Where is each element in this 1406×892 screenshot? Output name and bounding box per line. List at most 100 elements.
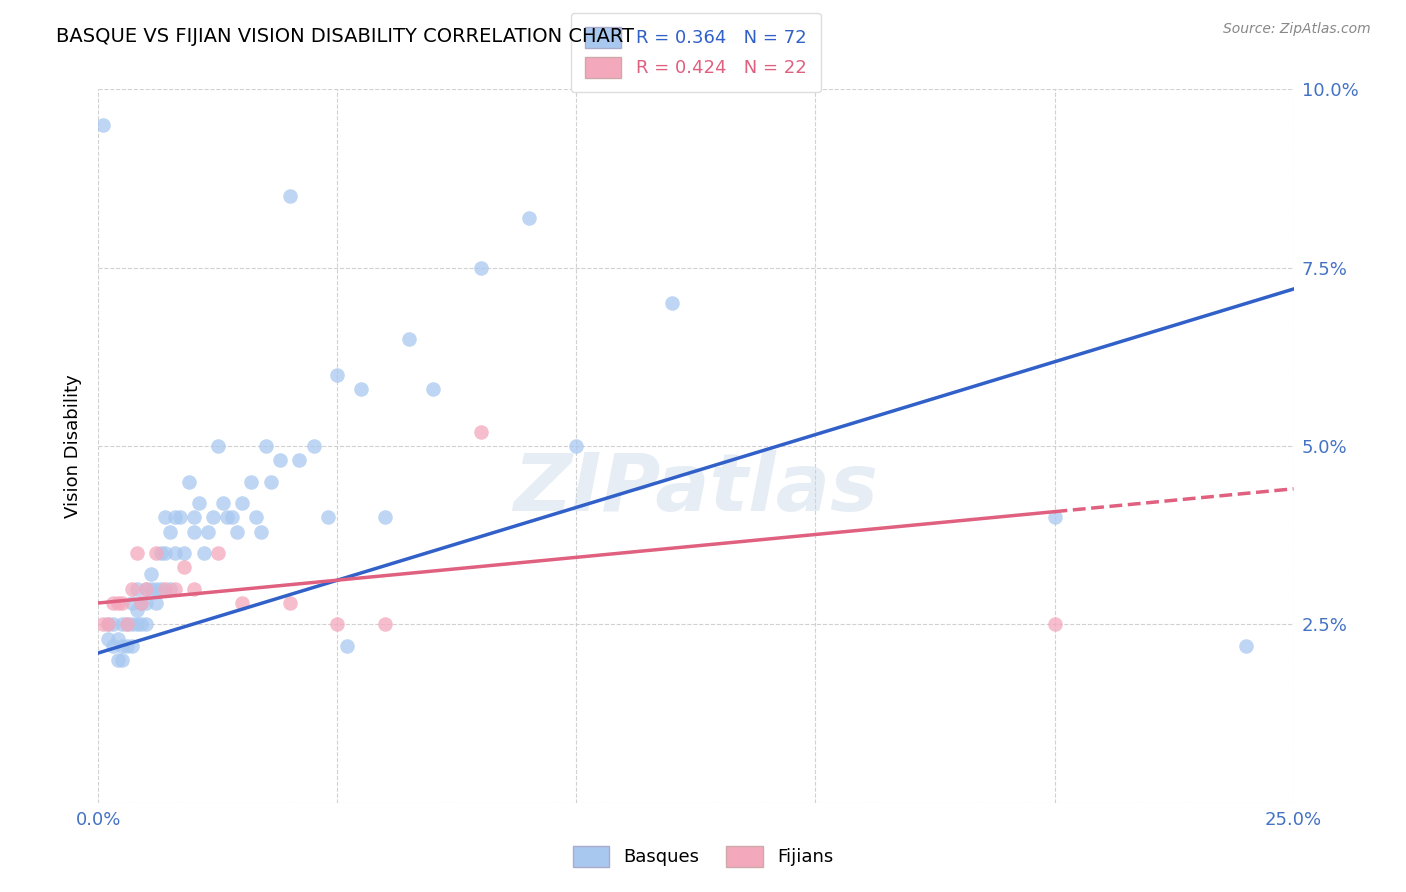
Point <box>278 189 301 203</box>
Point <box>111 639 134 653</box>
Point <box>250 524 273 539</box>
Point <box>422 382 444 396</box>
Point <box>187 496 209 510</box>
Point <box>131 596 153 610</box>
Point <box>159 582 181 596</box>
Point <box>240 475 263 489</box>
Point <box>101 639 124 653</box>
Point <box>139 582 162 596</box>
Point <box>135 596 157 610</box>
Point <box>231 596 253 610</box>
Point <box>202 510 225 524</box>
Point <box>131 617 153 632</box>
Point <box>269 453 291 467</box>
Point <box>517 211 540 225</box>
Point <box>101 596 124 610</box>
Point <box>207 546 229 560</box>
Point <box>125 603 148 617</box>
Point <box>155 582 177 596</box>
Point <box>183 510 205 524</box>
Text: Source: ZipAtlas.com: Source: ZipAtlas.com <box>1223 22 1371 37</box>
Point <box>316 510 339 524</box>
Point <box>135 617 157 632</box>
Point <box>107 596 129 610</box>
Point <box>125 546 148 560</box>
Point <box>326 617 349 632</box>
Point <box>173 546 195 560</box>
Point <box>121 582 143 596</box>
Point <box>1043 617 1066 632</box>
Point <box>211 496 233 510</box>
Point <box>197 524 219 539</box>
Point <box>115 617 138 632</box>
Point <box>139 567 162 582</box>
Point <box>131 596 153 610</box>
Point <box>565 439 588 453</box>
Point <box>163 546 186 560</box>
Point <box>107 632 129 646</box>
Legend: Basques, Fijians: Basques, Fijians <box>565 838 841 874</box>
Point <box>326 368 349 382</box>
Point <box>111 596 134 610</box>
Point <box>135 582 157 596</box>
Point <box>91 118 114 132</box>
Point <box>163 582 186 596</box>
Point <box>302 439 325 453</box>
Point <box>217 510 239 524</box>
Point <box>155 510 177 524</box>
Point <box>207 439 229 453</box>
Point <box>107 653 129 667</box>
Point <box>145 596 167 610</box>
Point <box>179 475 201 489</box>
Point <box>1234 639 1257 653</box>
Point <box>97 632 120 646</box>
Point <box>111 617 134 632</box>
Point <box>145 582 167 596</box>
Point <box>159 524 181 539</box>
Point <box>155 546 177 560</box>
Point <box>470 425 492 439</box>
Point <box>125 617 148 632</box>
Point <box>125 582 148 596</box>
Point <box>245 510 267 524</box>
Point <box>226 524 249 539</box>
Point <box>149 582 172 596</box>
Legend: R = 0.364   N = 72, R = 0.424   N = 22: R = 0.364 N = 72, R = 0.424 N = 22 <box>571 12 821 92</box>
Point <box>259 475 281 489</box>
Point <box>336 639 359 653</box>
Point <box>173 560 195 574</box>
Point <box>135 582 157 596</box>
Point <box>221 510 243 524</box>
Point <box>398 332 420 346</box>
Point <box>169 510 191 524</box>
Point <box>193 546 215 560</box>
Text: BASQUE VS FIJIAN VISION DISABILITY CORRELATION CHART: BASQUE VS FIJIAN VISION DISABILITY CORRE… <box>56 27 634 45</box>
Point <box>470 260 492 275</box>
Point <box>254 439 277 453</box>
Point <box>183 524 205 539</box>
Point <box>101 617 124 632</box>
Point <box>163 510 186 524</box>
Point <box>149 546 172 560</box>
Point <box>121 639 143 653</box>
Point <box>661 296 683 310</box>
Point <box>288 453 311 467</box>
Point <box>115 617 138 632</box>
Point <box>97 617 120 632</box>
Y-axis label: Vision Disability: Vision Disability <box>63 374 82 518</box>
Point <box>278 596 301 610</box>
Point <box>350 382 373 396</box>
Point <box>97 617 120 632</box>
Point <box>91 617 114 632</box>
Point <box>374 617 396 632</box>
Text: ZIPatlas: ZIPatlas <box>513 450 879 528</box>
Point <box>1043 510 1066 524</box>
Point <box>231 496 253 510</box>
Point <box>374 510 396 524</box>
Point <box>121 596 143 610</box>
Point <box>121 617 143 632</box>
Point <box>145 546 167 560</box>
Point <box>183 582 205 596</box>
Point <box>115 639 138 653</box>
Point <box>111 653 134 667</box>
